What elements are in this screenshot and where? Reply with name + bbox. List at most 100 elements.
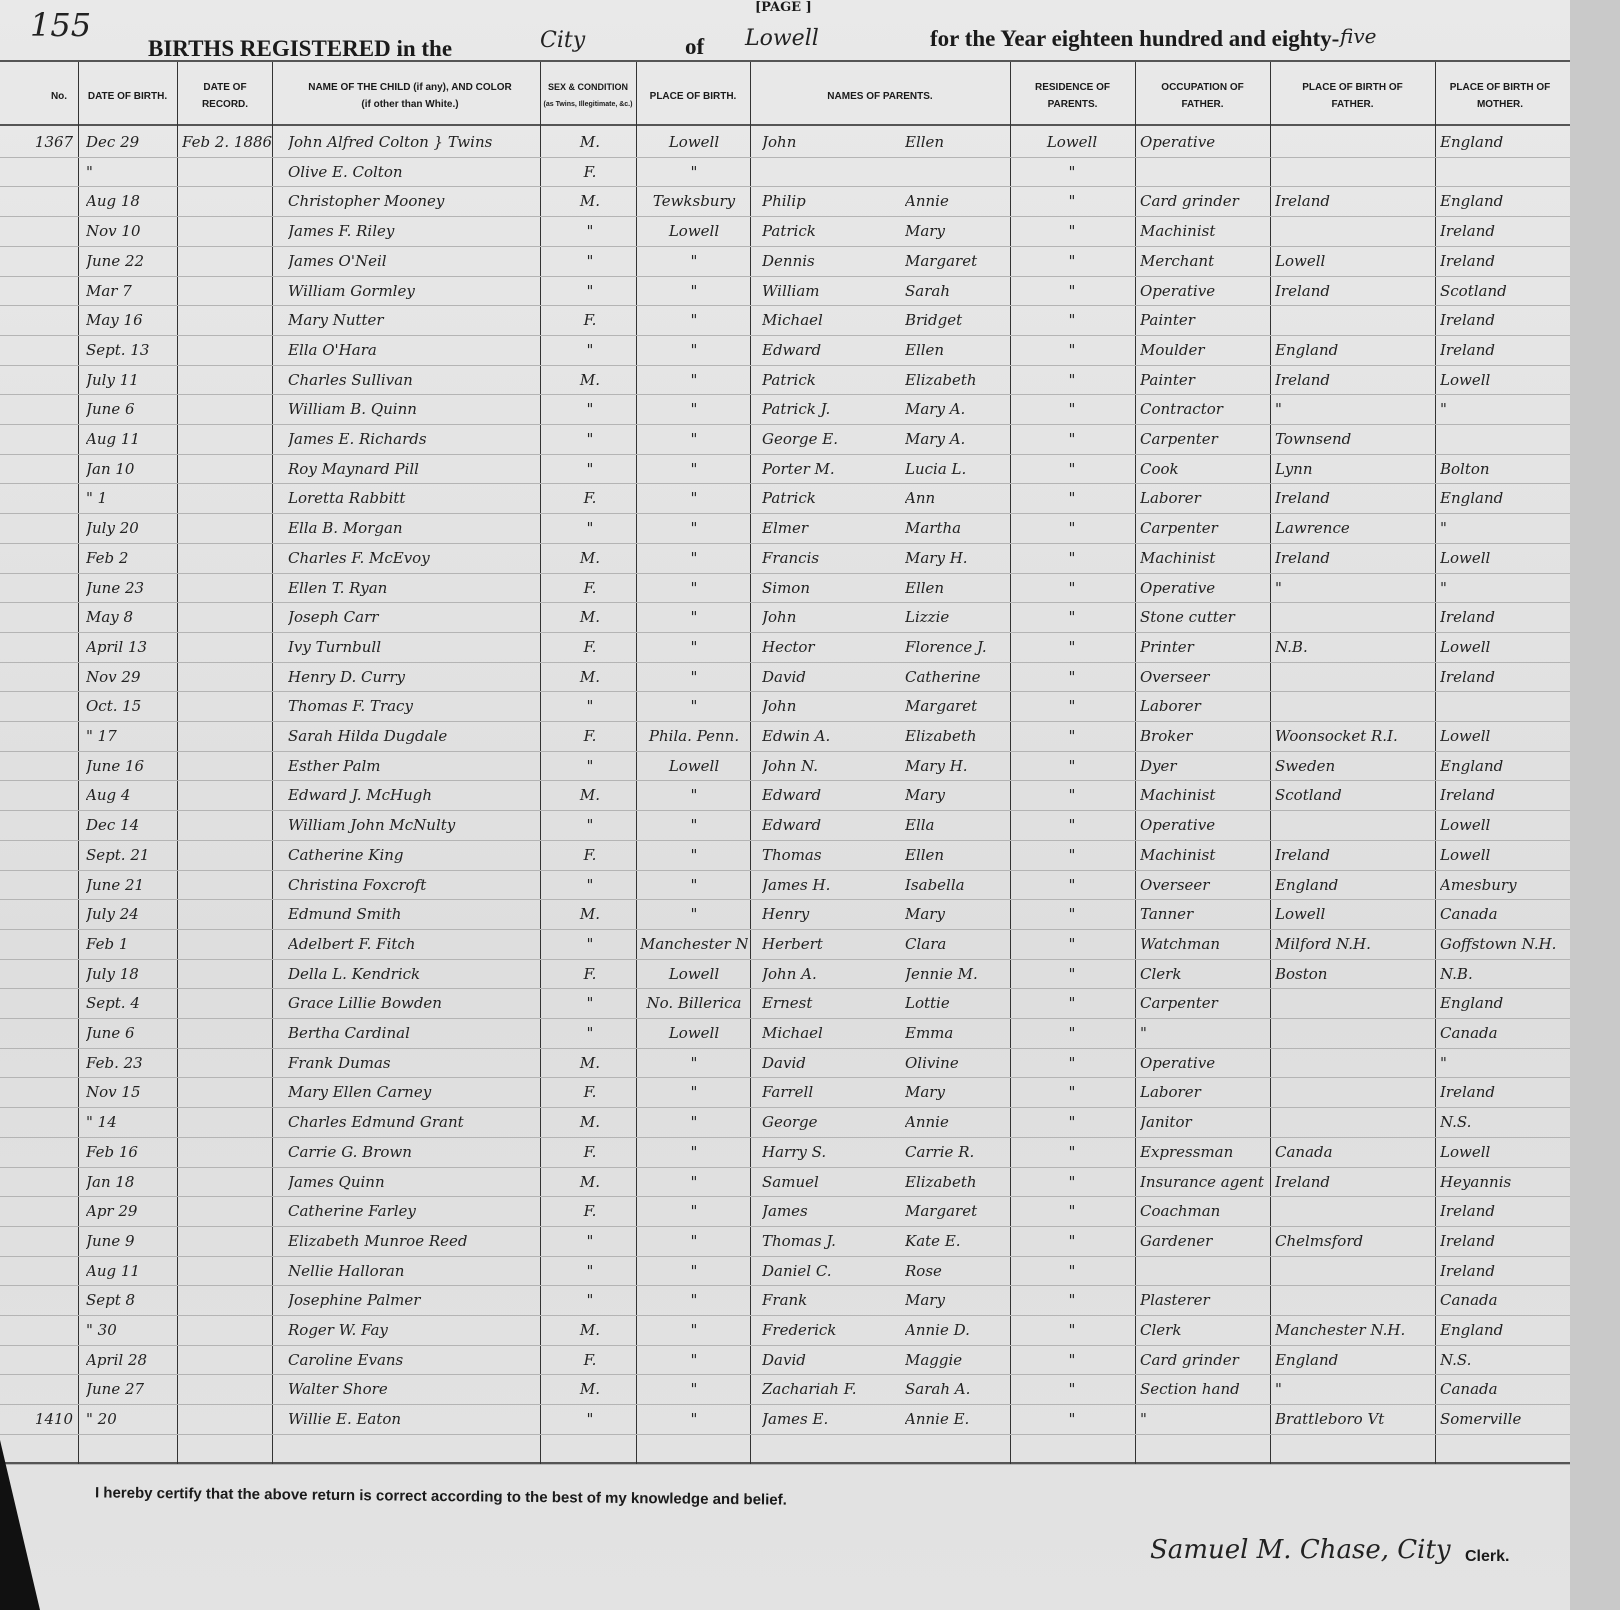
- cell-dob: Nov 15: [86, 1083, 141, 1102]
- cell-mother: Annie D.: [905, 1321, 970, 1339]
- cell-mother: Mary: [905, 222, 945, 241]
- row-rule: [0, 691, 1570, 693]
- page-corner-shadow: [0, 1440, 40, 1610]
- cell-father-birth: England: [1275, 1350, 1339, 1369]
- cell-father-birth: Ireland: [1275, 281, 1330, 300]
- cell-name: Roger W. Fay: [288, 1321, 388, 1339]
- cell-mother: Olivine: [905, 1053, 959, 1072]
- cell-place: Tewksbury: [652, 192, 736, 211]
- column-divider: [540, 62, 541, 1464]
- cell-dob: Feb. 23: [86, 1053, 143, 1072]
- cell-occupation: Operative: [1140, 1053, 1216, 1072]
- cell-place: ": [690, 311, 698, 330]
- cell-dob: Feb 1: [86, 934, 129, 953]
- cell-occupation: Printer: [1140, 637, 1194, 656]
- cell-sex: ": [586, 994, 594, 1013]
- cell-mother-birth: Ireland: [1440, 251, 1495, 270]
- cell-sex: ": [586, 1231, 594, 1250]
- register-page: 155 [PAGE ] BIRTHS REGISTERED in the Cit…: [0, 0, 1570, 1610]
- cell-mother-birth: Ireland: [1440, 222, 1495, 241]
- cell-name: Edward J. McHugh: [288, 786, 433, 805]
- cell-place: ": [690, 667, 698, 686]
- cell-sex: F.: [583, 1142, 597, 1161]
- cell-dob: ": [86, 162, 93, 181]
- cell-place: ": [690, 1261, 698, 1280]
- cell-occupation: Broker: [1140, 727, 1193, 745]
- cell-mother-birth: Ireland: [1440, 1202, 1495, 1221]
- cell-father: Patrick: [762, 222, 816, 241]
- column-divider: [78, 62, 79, 1464]
- cell-occupation: Tanner: [1140, 905, 1194, 924]
- row-rule: [0, 988, 1570, 990]
- cell-place: ": [690, 845, 698, 864]
- cell-sex: ": [586, 281, 594, 300]
- cell-father: John N.: [762, 756, 819, 775]
- cell-residence: ": [1068, 519, 1076, 538]
- cell-name: Grace Lillie Bowden: [288, 994, 442, 1013]
- row-rule: [0, 750, 1570, 752]
- col-label: DATE OF BIRTH.: [87, 90, 168, 102]
- register-title: BIRTHS REGISTERED in the: [148, 36, 453, 61]
- clerk-label: Clerk.: [1465, 1548, 1510, 1565]
- cell-residence: ": [1068, 905, 1076, 924]
- cell-mother-birth: Heyannis: [1440, 1172, 1512, 1191]
- cell-dob: Jan 10: [86, 459, 135, 478]
- cell-mother: Rose: [905, 1261, 942, 1280]
- cell-mother-birth: Lowell: [1440, 637, 1491, 656]
- city-type: City: [540, 28, 586, 53]
- cell-father-birth: Woonsocket R.I.: [1275, 727, 1398, 745]
- cell-mother-birth: N.S.: [1440, 1350, 1472, 1369]
- cell-place: ": [690, 1410, 698, 1429]
- cell-father: John: [762, 697, 797, 716]
- cell-residence: ": [1068, 1083, 1076, 1102]
- cell-mother-birth: Scotland: [1440, 281, 1507, 300]
- cell-father-birth: Ireland: [1275, 489, 1330, 508]
- cell-sex: F.: [583, 489, 597, 508]
- row-rule: [0, 1136, 1570, 1138]
- cell-residence: ": [1068, 311, 1076, 330]
- cell-place: ": [690, 1202, 698, 1221]
- cell-name: Loretta Rabbitt: [288, 489, 406, 508]
- cell-father: David: [762, 667, 806, 686]
- cell-residence: ": [1068, 964, 1076, 983]
- cell-sex: F.: [583, 578, 597, 597]
- cell-dob: Jan 18: [86, 1172, 135, 1191]
- cell-sex: M.: [579, 1113, 601, 1132]
- row-rule: [0, 394, 1570, 396]
- cell-dob: " 17: [86, 727, 117, 745]
- cell-occupation: Gardener: [1140, 1231, 1213, 1250]
- cell-mother: Elizabeth: [905, 727, 977, 745]
- cell-father: Simon: [762, 578, 810, 597]
- row-rule: [0, 275, 1570, 277]
- cell-no: 1367: [34, 133, 74, 151]
- cell-place: ": [690, 608, 698, 627]
- cell-dob: Dec 29: [86, 133, 140, 151]
- cell-father: John: [762, 133, 797, 151]
- cell-mother-birth: England: [1440, 1321, 1504, 1339]
- cell-mother: Lottie: [905, 994, 950, 1013]
- cell-father: Herbert: [762, 934, 823, 953]
- cell-dob: Sept 8: [86, 1291, 136, 1310]
- cell-residence: ": [1068, 489, 1076, 508]
- column-divider: [1135, 62, 1136, 1464]
- cell-mother-birth: Ireland: [1440, 667, 1495, 686]
- cell-occupation: Overseer: [1140, 667, 1210, 686]
- cell-dob: Feb 2: [86, 548, 129, 567]
- cell-name: James Quinn: [288, 1172, 385, 1191]
- row-rule: [0, 661, 1570, 663]
- header-bottom-rule: [0, 124, 1570, 126]
- col-label: OCCUPATION OF FATHER.: [1161, 82, 1244, 110]
- cell-residence: ": [1068, 1053, 1076, 1072]
- column-divider: [1435, 62, 1436, 1464]
- cell-sex: ": [586, 697, 594, 716]
- cell-dob: Nov 10: [86, 222, 141, 241]
- cell-sex: F.: [583, 727, 597, 745]
- row-rule: [0, 1018, 1570, 1019]
- cell-mother-birth: Ireland: [1440, 608, 1495, 627]
- cell-place: Phila. Penn.: [648, 727, 740, 745]
- cell-sex: F.: [583, 162, 597, 181]
- cell-name: James E. Richards: [288, 430, 427, 448]
- cell-mother: Florence J.: [905, 637, 987, 656]
- cell-mother-birth: ": [1440, 1053, 1447, 1072]
- cell-father: Hector: [762, 637, 815, 656]
